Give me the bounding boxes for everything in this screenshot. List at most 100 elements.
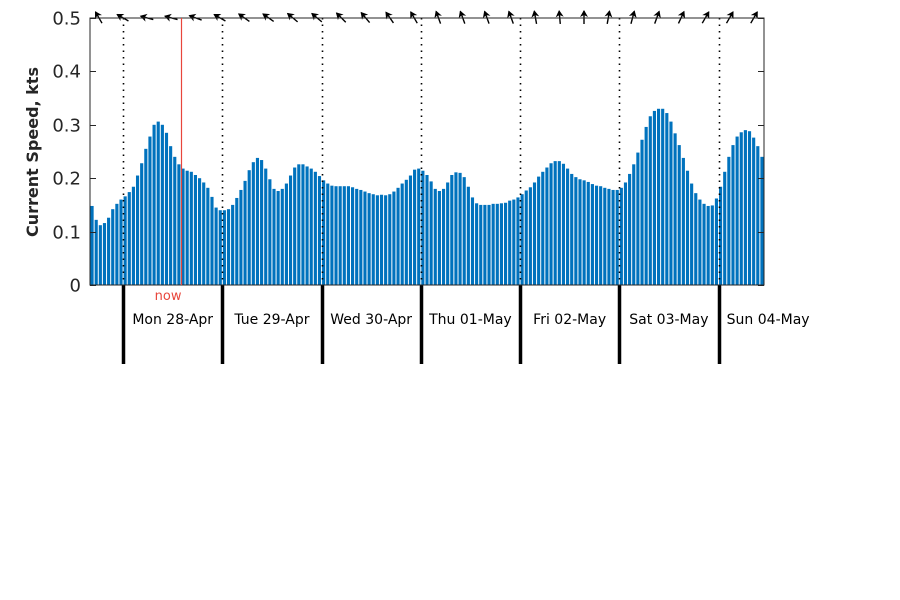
direction-arrow-head-21 [604, 10, 613, 18]
plot-frame [89, 17, 765, 286]
bar-152 [719, 186, 723, 285]
bar-63 [350, 187, 355, 285]
bar-161 [756, 146, 760, 285]
y-tick-label-3: 0.3 [52, 116, 81, 137]
bar-58 [330, 185, 334, 285]
direction-arrow-head-23 [653, 10, 661, 19]
bar-119 [582, 180, 586, 285]
bar-16 [156, 121, 160, 285]
bar-159 [747, 131, 752, 285]
direction-arrow-head-7 [262, 13, 271, 21]
direction-arrow-16 [482, 10, 491, 24]
bar-106 [528, 187, 532, 285]
bar-154 [727, 156, 731, 285]
bar-149 [706, 205, 710, 285]
bar-114 [561, 163, 566, 285]
bar-31 [218, 210, 222, 285]
bar-157 [739, 132, 743, 285]
direction-arrow-head-9 [311, 12, 320, 21]
bar-93 [475, 203, 479, 285]
direction-arrow-head-6 [237, 13, 246, 21]
direction-arrow-0 [94, 11, 103, 24]
bar-39 [251, 162, 255, 285]
direction-arrow-22 [628, 10, 637, 24]
bar-92 [470, 197, 475, 285]
direction-arrow-head-16 [482, 10, 491, 19]
bar-34 [231, 204, 235, 285]
day-label-4: Fri 02-May [533, 312, 606, 328]
direction-arrow-head-8 [286, 12, 295, 21]
bar-6 [115, 203, 119, 285]
bar-78 [413, 169, 417, 285]
bar-49 [293, 167, 297, 285]
direction-arrow-7 [262, 13, 275, 23]
bar-138 [661, 108, 665, 285]
bar-81 [425, 174, 429, 285]
day-dividers [121, 18, 722, 364]
bar-129 [623, 182, 628, 285]
bar-46 [280, 188, 284, 285]
bar-51 [301, 164, 305, 285]
bar-128 [619, 187, 623, 285]
bar-19 [169, 146, 173, 285]
y-tick-label-1: 0.1 [52, 223, 81, 244]
direction-arrow-13 [410, 11, 418, 24]
bar-156 [735, 136, 739, 285]
bar-113 [557, 161, 561, 285]
bar-122 [594, 185, 599, 285]
direction-arrow-head-3 [164, 13, 172, 22]
bar-33 [226, 209, 231, 285]
direction-arrow-6 [237, 13, 250, 23]
direction-arrow-15 [458, 10, 467, 24]
bar-90 [462, 177, 466, 285]
bar-158 [743, 130, 747, 285]
direction-arrow-23 [653, 10, 661, 24]
bar-38 [247, 170, 251, 285]
bar-160 [752, 137, 756, 285]
direction-arrow-head-25 [702, 11, 710, 20]
direction-arrow-head-13 [410, 11, 418, 20]
bar-88 [454, 172, 458, 285]
bar-75 [400, 183, 404, 285]
y-tick-label-5: 0.5 [52, 9, 81, 30]
bar-73 [392, 191, 396, 285]
bar-69 [375, 195, 379, 285]
day-label-1: Tue 29-Apr [233, 312, 309, 328]
direction-arrow-head-19 [555, 10, 564, 18]
bar-0 [90, 205, 94, 285]
bar-20 [173, 156, 177, 285]
bar-55 [317, 176, 322, 285]
bar-52 [305, 166, 309, 285]
direction-arrow-10 [335, 12, 347, 23]
y-tick-label-2: 0.2 [52, 169, 81, 190]
direction-arrow-head-26 [726, 11, 734, 20]
bar-150 [710, 205, 714, 285]
bar-127 [615, 189, 619, 285]
bar-18 [164, 132, 169, 285]
bar-91 [466, 186, 470, 285]
bar-107 [532, 182, 537, 285]
y-axis-ticks: 0 0.1 0.2 0.3 0.4 0.5 [52, 9, 764, 297]
direction-arrow-25 [701, 11, 710, 24]
direction-arrow-head-20 [580, 10, 588, 17]
bar-120 [586, 181, 590, 285]
bar-142 [677, 145, 681, 285]
bar-112 [553, 161, 557, 285]
bar-143 [681, 157, 685, 285]
bar-15 [152, 124, 156, 285]
bar-7 [119, 199, 123, 285]
bar-4 [107, 217, 111, 285]
bar-43 [268, 179, 272, 285]
bar-94 [479, 204, 483, 285]
bar-136 [652, 110, 656, 285]
bar-153 [723, 171, 727, 285]
bar-146 [694, 193, 698, 285]
bar-8 [123, 196, 127, 285]
bar-26 [198, 178, 202, 285]
bar-89 [458, 172, 462, 285]
direction-arrow-head-1 [116, 14, 125, 21]
bar-72 [388, 194, 392, 285]
bar-147 [698, 199, 702, 285]
bar-137 [656, 108, 661, 285]
bar-117 [574, 177, 578, 285]
